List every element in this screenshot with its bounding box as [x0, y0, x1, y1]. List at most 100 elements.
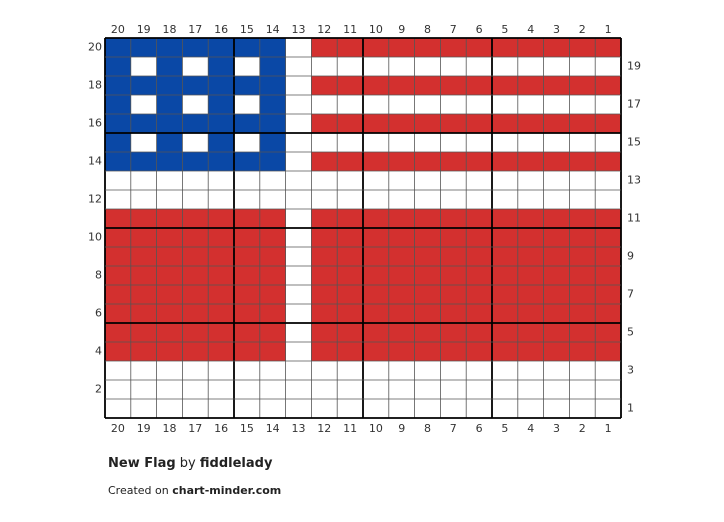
chart-cell [569, 399, 596, 418]
chart-cell [569, 171, 596, 190]
chart-cell [259, 38, 286, 57]
column-label-bottom: 18 [163, 422, 177, 435]
chart-cell [466, 228, 492, 247]
chart-cell [259, 304, 286, 323]
chart-cell [105, 190, 131, 209]
chart-cell [517, 95, 544, 114]
row-label-right: 17 [627, 98, 641, 111]
chart-cell [440, 133, 467, 152]
chart-cell [105, 228, 131, 247]
chart-cell [517, 133, 544, 152]
chart-cell [156, 57, 183, 76]
column-label-bottom: 4 [527, 422, 534, 435]
chart-cell [517, 266, 544, 285]
row-label-left: 18 [88, 79, 102, 92]
chart-cell [234, 190, 260, 209]
chart-cell [182, 152, 209, 171]
chart-cell [440, 361, 467, 380]
chart-cell [285, 399, 312, 418]
chart-cell [517, 38, 544, 57]
chart-cell [311, 190, 338, 209]
chart-labels: 2020191918181717161615151414131312121111… [88, 23, 641, 435]
column-label-top: 6 [476, 23, 483, 36]
chart-cell [466, 114, 492, 133]
chart-cell [130, 361, 157, 380]
chart-cell [569, 266, 596, 285]
chart-cell [466, 76, 492, 95]
chart-cell [492, 361, 518, 380]
chart-cell [311, 38, 338, 57]
chart-cell [440, 247, 467, 266]
chart-cell [311, 57, 338, 76]
row-label-left: 4 [95, 345, 102, 358]
chart-cell [543, 380, 570, 399]
chart-cell [311, 361, 338, 380]
chart-cell [234, 361, 260, 380]
chart-cell [182, 209, 209, 228]
chart-cell [569, 342, 596, 361]
column-label-bottom: 14 [266, 422, 280, 435]
chart-cell [234, 133, 260, 152]
chart-cell [130, 76, 157, 95]
column-label-bottom: 1 [605, 422, 612, 435]
chart-cell [234, 247, 260, 266]
chart-cell [337, 171, 363, 190]
chart-cell [363, 95, 389, 114]
chart-cell [569, 304, 596, 323]
chart-cell [569, 323, 596, 342]
chart-cell [440, 152, 467, 171]
chart-cell [130, 304, 157, 323]
chart-cell [259, 76, 286, 95]
chart-cell [259, 399, 286, 418]
chart-cell [182, 114, 209, 133]
chart-cell [208, 209, 234, 228]
chart-cell [156, 171, 183, 190]
column-label-top: 2 [579, 23, 586, 36]
chart-cell [130, 285, 157, 304]
chart-cell [208, 228, 234, 247]
chart-cell [105, 304, 131, 323]
chart-cell [414, 285, 441, 304]
chart-cell [466, 266, 492, 285]
by-text: by [179, 456, 196, 471]
column-label-bottom: 2 [579, 422, 586, 435]
chart-cell [259, 209, 286, 228]
chart-cell [414, 38, 441, 57]
chart-cell [285, 57, 312, 76]
chart-cell [414, 95, 441, 114]
chart-cell [517, 247, 544, 266]
chart-cell [311, 209, 338, 228]
chart-cell [595, 171, 621, 190]
chart-cells [105, 38, 621, 418]
chart-cell [337, 323, 363, 342]
chart-cell [388, 209, 415, 228]
chart-cell [285, 266, 312, 285]
chart-cell [517, 152, 544, 171]
chart-cell [595, 285, 621, 304]
chart-cell [182, 57, 209, 76]
chart-cell [517, 209, 544, 228]
chart-cell [492, 399, 518, 418]
chart-cell [414, 247, 441, 266]
chart-cell [440, 57, 467, 76]
chart-cell [105, 399, 131, 418]
column-label-top: 19 [137, 23, 151, 36]
column-label-top: 17 [188, 23, 202, 36]
chart-cell [105, 57, 131, 76]
chart-cell [208, 342, 234, 361]
chart-cell [363, 323, 389, 342]
chart-cell [234, 266, 260, 285]
row-label-right: 19 [627, 60, 641, 73]
chart-cell [285, 171, 312, 190]
chart-cell [311, 152, 338, 171]
chart-cell [156, 209, 183, 228]
chart-cell [259, 171, 286, 190]
chart-cell [440, 399, 467, 418]
chart-cell [569, 228, 596, 247]
chart-cell [311, 76, 338, 95]
chart-cell [105, 133, 131, 152]
chart-cell [105, 266, 131, 285]
column-label-top: 11 [343, 23, 357, 36]
chart-cell [337, 133, 363, 152]
row-label-right: 5 [627, 326, 634, 339]
